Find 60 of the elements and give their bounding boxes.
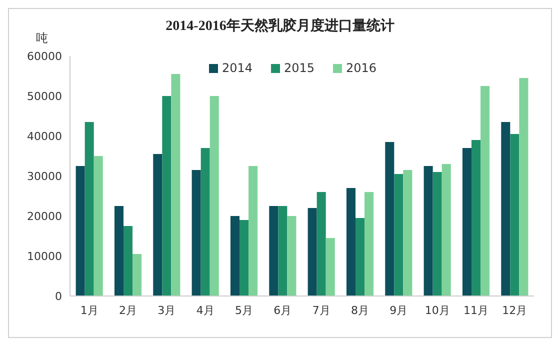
x-tick-label: 1月: [80, 304, 98, 317]
x-tick-label: 12月: [502, 304, 528, 317]
x-tick-label: 2月: [119, 304, 137, 317]
legend-label: 2016: [346, 61, 377, 75]
bar: [248, 166, 258, 296]
bar: [316, 192, 326, 296]
bar: [480, 86, 490, 296]
y-tick-label: 20000: [27, 210, 62, 223]
bar: [364, 192, 374, 296]
bar: [355, 218, 365, 296]
bar: [239, 220, 249, 296]
legend-label: 2015: [284, 61, 315, 75]
y-tick-label: 0: [55, 290, 62, 303]
bar: [308, 208, 317, 296]
bar: [269, 206, 278, 296]
x-tick-label: 4月: [196, 304, 214, 317]
y-tick-label: 40000: [27, 130, 62, 143]
bar: [153, 154, 162, 296]
x-tick-label: 3月: [158, 304, 176, 317]
bar: [210, 96, 219, 296]
bar: [114, 206, 124, 296]
y-tick-label: 30000: [27, 170, 62, 183]
y-tick-label: 10000: [27, 250, 62, 263]
bar: [471, 140, 481, 296]
bar: [94, 156, 103, 296]
bar: [230, 216, 240, 296]
bar: [84, 122, 94, 296]
chart-title: 2014-2016年天然乳胶月度进口量统计: [166, 17, 394, 34]
bar: [123, 226, 133, 296]
y-tick-label: 60000: [27, 50, 62, 63]
bar: [462, 148, 472, 296]
bar: [432, 172, 442, 296]
bar: [394, 174, 404, 296]
bar: [403, 170, 412, 296]
bar: [76, 166, 85, 296]
bar: [171, 74, 180, 296]
bar: [385, 142, 394, 296]
bar: [200, 148, 210, 296]
bar: [132, 254, 142, 296]
bar: [326, 238, 335, 296]
bar: [424, 166, 433, 296]
bar: [519, 78, 528, 296]
x-tick-label: 6月: [274, 304, 292, 317]
y-axis-title: 吨: [36, 31, 48, 45]
bar: [192, 170, 201, 296]
x-tick-label: 10月: [424, 304, 450, 317]
legend-label: 2014: [222, 61, 253, 75]
bar: [162, 96, 172, 296]
bar: [501, 122, 510, 296]
bar: [442, 164, 451, 296]
bar: [287, 216, 296, 296]
bar: [346, 188, 356, 296]
x-tick-label: 11月: [464, 304, 488, 317]
bar: [278, 206, 288, 296]
x-tick-label: 8月: [351, 304, 369, 317]
x-tick-label: 7月: [312, 304, 330, 317]
x-tick-label: 9月: [390, 304, 408, 317]
x-tick-label: 5月: [235, 304, 253, 317]
bar: [510, 134, 520, 296]
y-tick-label: 50000: [27, 90, 62, 103]
